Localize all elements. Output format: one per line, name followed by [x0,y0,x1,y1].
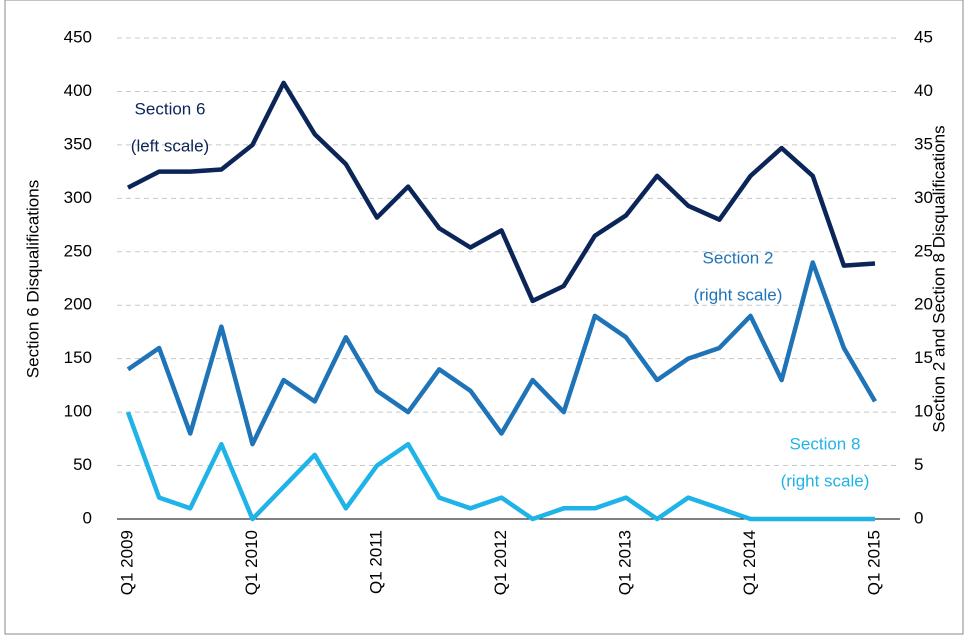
y2-tick-label: 25 [914,241,933,260]
y2-tick-label: 45 [914,27,933,46]
series-line [126,260,877,447]
chart-frame [4,0,964,635]
y-tick-label: 250 [64,241,92,260]
y-tick-label: 200 [64,295,92,314]
series-label: Section 2 [703,248,774,267]
y2-tick-label: 15 [914,348,933,367]
y-tick-label: 300 [64,188,92,207]
x-tick-label: Q1 2013 [615,530,634,595]
y-tick-label: 100 [64,402,92,421]
x-tick-label: Q1 2014 [740,530,759,595]
y2-axis-label: Section 2 and Section 8 Disqualification… [929,125,948,432]
y2-tick-label: 5 [914,455,923,474]
y-tick-label: 400 [64,81,92,100]
x-tick-label: Q1 2009 [117,530,136,595]
x-tick-label: Q1 2015 [864,530,883,595]
y-tick-label: 350 [64,134,92,153]
series-note: (left scale) [131,136,209,155]
y2-tick-label: 20 [914,295,933,314]
x-tick-label: Q1 2012 [491,530,510,595]
series-label: Section 6 [135,99,206,118]
y-tick-label: 0 [83,508,92,527]
y-tick-label: 450 [64,27,92,46]
y2-tick-label: 30 [914,188,933,207]
y-axis-label: Section 6 Disqualifications [23,180,42,378]
y2-tick-label: 0 [914,508,923,527]
x-tick-label: Q1 2011 [366,530,385,594]
series-note: (right scale) [781,471,870,490]
series-note: (right scale) [694,285,783,304]
series-line [126,80,876,304]
series-line [125,411,875,522]
series-label: Section 8 [790,434,861,453]
y2-tick-label: 35 [914,134,933,153]
y-tick-label: 150 [64,348,92,367]
y2-tick-label: 10 [914,402,933,421]
x-tick-label: Q1 2010 [242,530,261,595]
y-tick-label: 50 [73,455,92,474]
y2-tick-label: 40 [914,81,933,100]
